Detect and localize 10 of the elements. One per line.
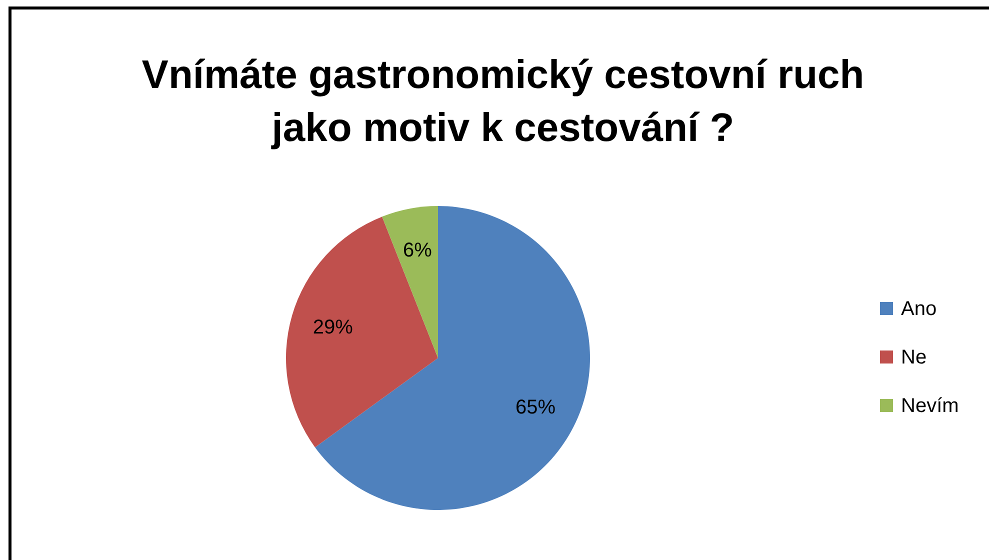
legend-label: Ano	[901, 298, 937, 320]
legend-label: Nevím	[901, 395, 959, 417]
pie-slice	[382, 206, 438, 358]
pie-slice	[286, 216, 438, 448]
chart-title: Vnímáte gastronomický cestovní ruch jako motiv k cestování ?	[142, 53, 864, 150]
legend-label: Ne	[901, 346, 927, 368]
data-label: 29%	[312, 316, 354, 338]
pie-slice	[315, 206, 590, 510]
data-label: 65%	[515, 396, 556, 419]
data-label: 6%	[403, 240, 432, 262]
